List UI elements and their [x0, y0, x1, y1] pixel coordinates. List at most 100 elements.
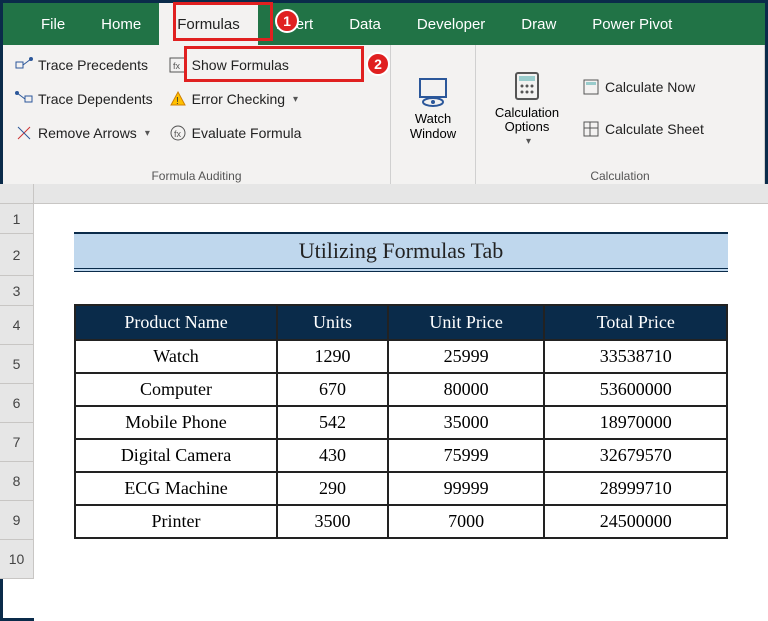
table-cell: 18970000 [544, 406, 727, 439]
table-cell: 75999 [388, 439, 544, 472]
tab-file[interactable]: File [23, 3, 83, 45]
group-label-calculation: Calculation [482, 166, 758, 186]
table-cell: 670 [277, 373, 388, 406]
table-cell: 24500000 [544, 505, 727, 538]
col-header: Unit Price [388, 305, 544, 340]
table-cell: 32679570 [544, 439, 727, 472]
table-row: Digital Camera4307599932679570 [75, 439, 727, 472]
watch-window-label: Watch Window [405, 112, 461, 141]
show-formulas-label: Show Formulas [192, 57, 289, 73]
trace-precedents-icon [15, 56, 33, 74]
remove-arrows-button[interactable]: Remove Arrows ▾ [9, 117, 159, 149]
calculation-options-button[interactable]: Calculation Options ▾ [482, 49, 572, 166]
evaluate-formula-button[interactable]: fx Evaluate Formula [163, 117, 308, 149]
table-cell: Watch [75, 340, 277, 373]
tab-home[interactable]: Home [83, 3, 159, 45]
evaluate-formula-label: Evaluate Formula [192, 125, 302, 141]
table-cell: Digital Camera [75, 439, 277, 472]
table-cell: Computer [75, 373, 277, 406]
table-cell: 1290 [277, 340, 388, 373]
svg-text:fx: fx [174, 129, 182, 139]
callout-2: 2 [366, 52, 390, 76]
calculate-now-label: Calculate Now [605, 79, 695, 95]
tab-formulas[interactable]: Formulas [159, 3, 258, 45]
row-header[interactable]: 3 [0, 276, 34, 306]
callout-1: 1 [275, 9, 299, 33]
tab-powerpivot[interactable]: Power Pivot [574, 3, 690, 45]
table-cell: 80000 [388, 373, 544, 406]
calculation-options-label: Calculation Options [490, 106, 564, 135]
show-formulas-button[interactable]: fx Show Formulas [163, 49, 308, 81]
evaluate-formula-icon: fx [169, 124, 187, 142]
table-row: Printer3500700024500000 [75, 505, 727, 538]
group-spacer [397, 166, 469, 186]
table-cell: 7000 [388, 505, 544, 538]
row-header[interactable]: 6 [0, 384, 34, 423]
tab-data[interactable]: Data [331, 3, 399, 45]
error-checking-label: Error Checking [192, 91, 285, 107]
row-header[interactable]: 5 [0, 345, 34, 384]
tab-draw[interactable]: Draw [503, 3, 574, 45]
calculate-sheet-label: Calculate Sheet [605, 121, 704, 137]
table-cell: ECG Machine [75, 472, 277, 505]
table-cell: 53600000 [544, 373, 727, 406]
error-checking-icon: ! [169, 90, 187, 108]
table-row: Computer6708000053600000 [75, 373, 727, 406]
table-cell: 25999 [388, 340, 544, 373]
table-cell: 35000 [388, 406, 544, 439]
table-cell: 99999 [388, 472, 544, 505]
chevron-down-icon: ▾ [293, 94, 298, 105]
watch-window-button[interactable]: Watch Window [397, 49, 469, 166]
row-header[interactable]: 4 [0, 306, 34, 345]
trace-dependents-label: Trace Dependents [38, 91, 153, 107]
table-cell: Mobile Phone [75, 406, 277, 439]
row-header[interactable]: 7 [0, 423, 34, 462]
watch-window-icon [415, 74, 451, 110]
row-headers: 1 2 3 4 5 6 7 8 9 10 [0, 204, 34, 579]
remove-arrows-label: Remove Arrows [38, 125, 137, 141]
row-header[interactable]: 1 [0, 204, 34, 234]
table-cell: 542 [277, 406, 388, 439]
table-header-row: Product Name Units Unit Price Total Pric… [75, 305, 727, 340]
table-row: Mobile Phone5423500018970000 [75, 406, 727, 439]
table-row: ECG Machine2909999928999710 [75, 472, 727, 505]
row-header[interactable]: 9 [0, 501, 34, 540]
row-header[interactable]: 8 [0, 462, 34, 501]
group-label-auditing: Formula Auditing [9, 166, 384, 186]
trace-precedents-label: Trace Precedents [38, 57, 148, 73]
table-cell: 28999710 [544, 472, 727, 505]
remove-arrows-icon [15, 124, 33, 142]
col-header: Units [277, 305, 388, 340]
calculate-sheet-icon [582, 120, 600, 138]
col-header: Total Price [544, 305, 727, 340]
show-formulas-icon: fx [169, 56, 187, 74]
svg-text:fx: fx [173, 61, 181, 71]
table-cell: 33538710 [544, 340, 727, 373]
trace-precedents-button[interactable]: Trace Precedents [9, 49, 159, 81]
table-cell: 290 [277, 472, 388, 505]
chevron-down-icon: ▾ [526, 136, 531, 147]
col-header: Product Name [75, 305, 277, 340]
trace-dependents-button[interactable]: Trace Dependents [9, 83, 159, 115]
trace-dependents-icon [15, 90, 33, 108]
table-cell: 430 [277, 439, 388, 472]
worksheet[interactable]: Utilizing Formulas Tab Product Name Unit… [34, 184, 768, 621]
calculate-now-icon [582, 78, 600, 96]
select-all-corner[interactable] [0, 184, 34, 204]
ribbon-tabs: File Home Formulas Insert Data Developer… [3, 3, 765, 45]
chevron-down-icon: ▾ [145, 128, 150, 139]
calculate-sheet-button[interactable]: Calculate Sheet [576, 113, 710, 145]
table-row: Watch12902599933538710 [75, 340, 727, 373]
table-cell: Printer [75, 505, 277, 538]
tab-developer[interactable]: Developer [399, 3, 503, 45]
table-cell: 3500 [277, 505, 388, 538]
row-header[interactable]: 2 [0, 234, 34, 276]
error-checking-button[interactable]: ! Error Checking ▾ [163, 83, 308, 115]
row-header[interactable]: 10 [0, 540, 34, 579]
calculate-now-button[interactable]: Calculate Now [576, 71, 710, 103]
calculation-options-icon [509, 68, 545, 104]
sheet-title: Utilizing Formulas Tab [74, 232, 728, 272]
svg-text:!: ! [176, 96, 179, 107]
data-table: Product Name Units Unit Price Total Pric… [74, 304, 728, 539]
column-headers [34, 184, 768, 204]
